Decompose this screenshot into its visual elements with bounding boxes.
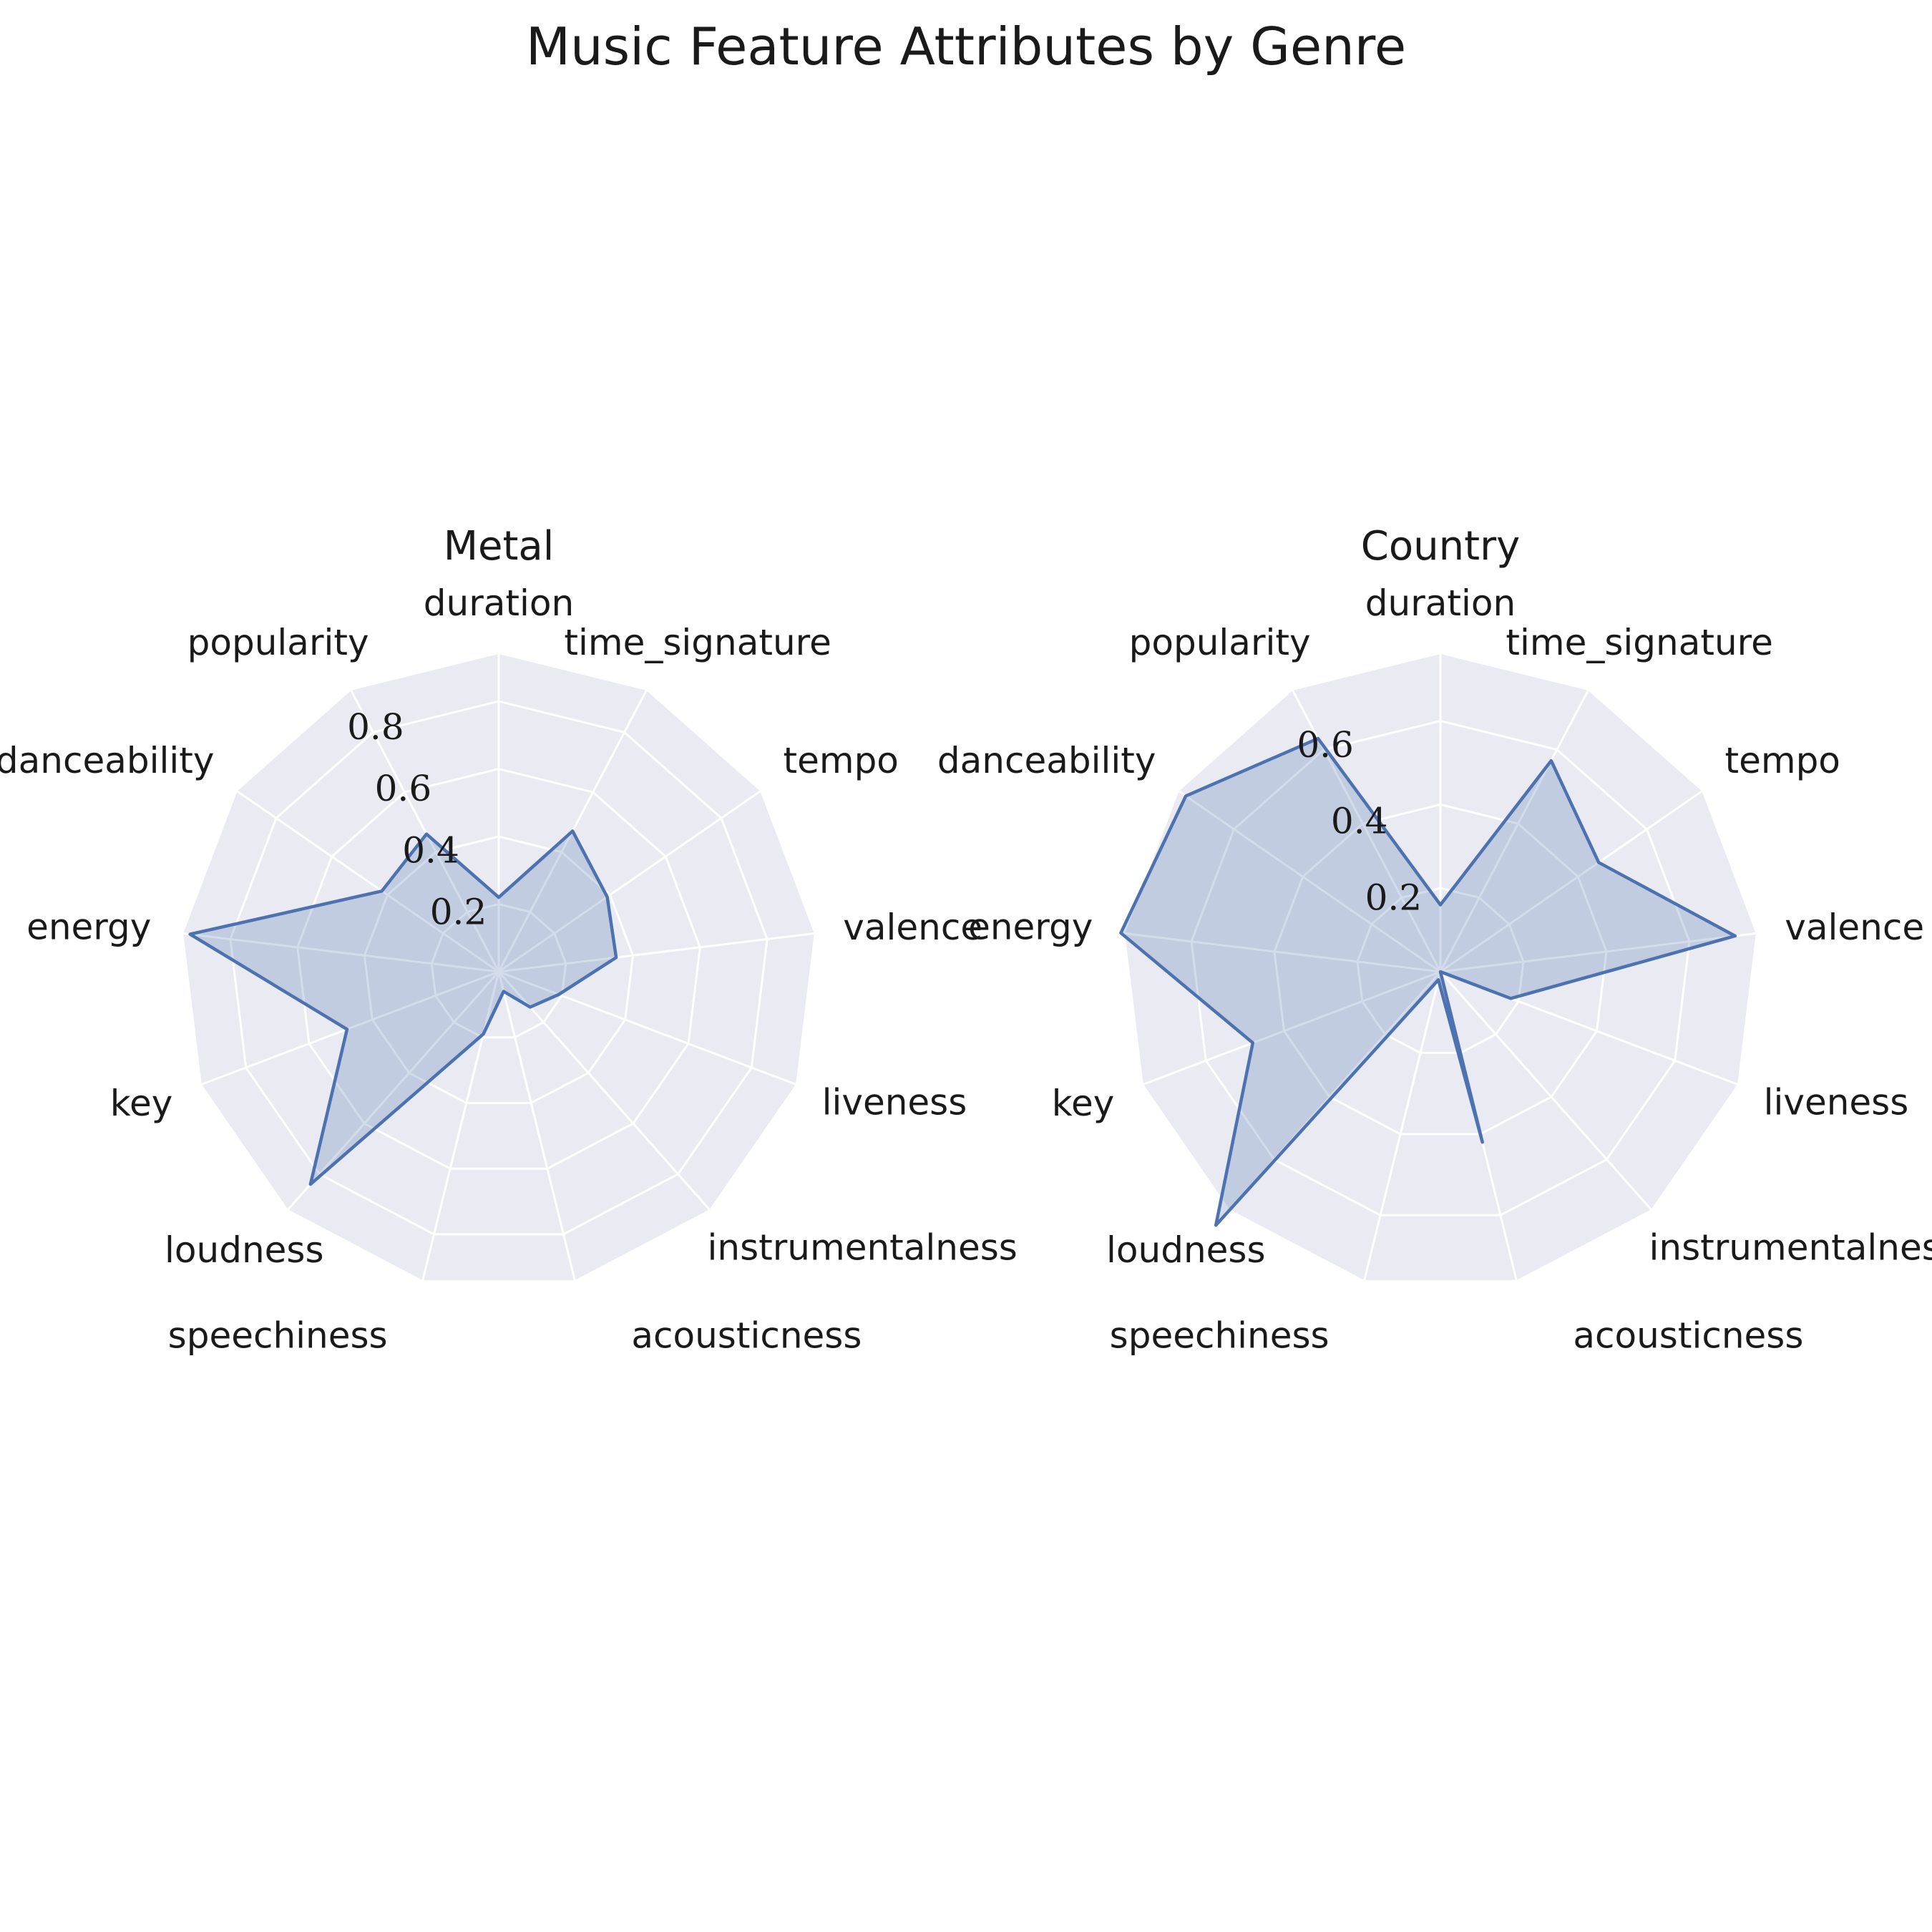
category-label-tempo: tempo: [784, 740, 899, 781]
category-label-speechiness: speechiness: [1110, 1315, 1330, 1357]
spoke-valence: [1440, 932, 1756, 973]
category-label-instrumentalness: instrumentalness: [1649, 1227, 1932, 1269]
spoke-popularity: [350, 690, 500, 972]
category-label-danceability: danceability: [0, 740, 215, 781]
category-label-valence: valence: [1785, 907, 1924, 948]
r-tick-label: 0.6: [375, 768, 432, 809]
spoke-valence: [498, 932, 814, 973]
category-label-instrumentalness: instrumentalness: [708, 1227, 1018, 1269]
spoke-key: [201, 970, 499, 1085]
r-tick-label: 0.4: [402, 830, 459, 872]
grid-ring: [1273, 803, 1608, 1136]
category-label-key: key: [110, 1083, 173, 1124]
spoke-energy: [183, 932, 499, 973]
grid-ring: [430, 902, 567, 1039]
category-label-loudness: loudness: [1106, 1229, 1265, 1271]
series-fill: [190, 831, 617, 1184]
category-label-popularity: popularity: [1129, 622, 1311, 663]
category-label-loudness: loudness: [165, 1229, 323, 1271]
grid-ring: [1190, 719, 1691, 1216]
spoke-energy: [1125, 932, 1441, 973]
category-label-danceability: danceability: [937, 740, 1156, 781]
spoke-speechiness: [421, 971, 500, 1281]
spoke-acousticness: [497, 971, 576, 1281]
grid-ring: [363, 835, 635, 1104]
category-label-time-signature: time_signature: [564, 622, 831, 663]
series-fill: [1121, 738, 1735, 1226]
category-label-liveness: liveness: [1764, 1082, 1909, 1123]
spoke-tempo: [1440, 790, 1703, 973]
grid-ring: [296, 768, 701, 1170]
category-label-acousticness: acousticness: [631, 1315, 862, 1357]
r-tick-label: 0.2: [430, 892, 487, 933]
spoke-time-signature: [1439, 690, 1589, 972]
category-label-speechiness: speechiness: [168, 1315, 388, 1357]
grid-ring: [1356, 887, 1525, 1054]
grid-ring: [229, 700, 769, 1236]
series-line: [1119, 736, 1737, 1227]
category-label-key: key: [1052, 1083, 1115, 1124]
r-tick-label: 0.2: [1365, 877, 1423, 918]
r-tick-label: 0.6: [1297, 724, 1354, 766]
figure-title: Music Feature Attributes by Genre: [526, 16, 1406, 77]
spoke-key: [1143, 970, 1441, 1085]
spoke-liveness: [498, 970, 796, 1085]
r-tick-label: 0.4: [1331, 801, 1388, 842]
category-label-tempo: tempo: [1725, 740, 1840, 781]
category-label-liveness: liveness: [822, 1082, 967, 1123]
series-line: [188, 829, 618, 1186]
spoke-instrumentalness: [1439, 971, 1652, 1211]
r-tick-label: 0.8: [347, 706, 404, 748]
category-label-energy: energy: [968, 906, 1093, 947]
panel-title: Country: [1361, 523, 1520, 570]
spoke-danceability: [236, 790, 499, 973]
panel-title: Metal: [444, 523, 555, 570]
spoke-danceability: [1178, 790, 1441, 973]
category-label-energy: energy: [26, 906, 151, 947]
category-label-valence: valence: [843, 907, 982, 948]
spoke-loudness: [287, 971, 500, 1211]
category-label-duration: duration: [1365, 582, 1516, 624]
spoke-tempo: [498, 790, 761, 973]
category-label-popularity: popularity: [187, 622, 369, 663]
spoke-instrumentalness: [497, 971, 711, 1211]
category-label-duration: duration: [424, 582, 574, 624]
category-label-acousticness: acousticness: [1573, 1315, 1803, 1357]
spoke-speechiness: [1363, 971, 1442, 1281]
category-label-time-signature: time_signature: [1506, 622, 1773, 663]
